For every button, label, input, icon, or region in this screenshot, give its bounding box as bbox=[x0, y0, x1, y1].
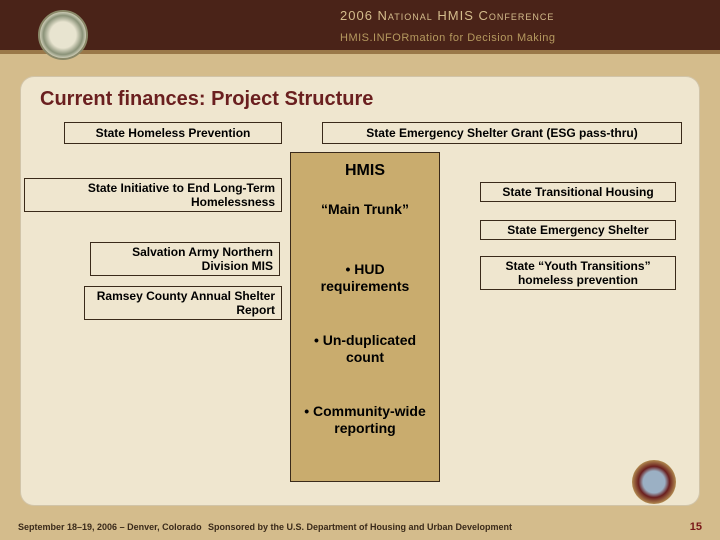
footer-bar: September 18–19, 2006 – Denver, Colorado… bbox=[0, 514, 720, 540]
right-box-emergency-shelter: State Emergency Shelter bbox=[480, 220, 676, 240]
right-box-esg: State Emergency Shelter Grant (ESG pass-… bbox=[322, 122, 682, 144]
trunk-heading: HMIS bbox=[291, 155, 439, 187]
trunk-main: “Main Trunk” bbox=[291, 195, 439, 225]
footer-sponsor: Sponsored by the U.S. Department of Hous… bbox=[208, 522, 512, 532]
right-box-transitional: State Transitional Housing bbox=[480, 182, 676, 202]
sponsor-badge-icon bbox=[632, 460, 676, 504]
conference-subtitle: HMIS.INFORmation for Decision Making bbox=[340, 32, 555, 44]
trunk-community: • Community-wide reporting bbox=[291, 397, 439, 444]
trunk-undup: • Un-duplicated count bbox=[291, 326, 439, 373]
conference-title: 2006 National HMIS Conference bbox=[340, 8, 554, 23]
right-box-youth-transitions: State “Youth Transitions” homeless preve… bbox=[480, 256, 676, 290]
hud-seal-icon bbox=[38, 10, 88, 60]
left-box-homeless-prevention: State Homeless Prevention bbox=[64, 122, 282, 144]
slide-panel: Current finances: Project Structure Stat… bbox=[20, 76, 700, 506]
footer-date-location: September 18–19, 2006 – Denver, Colorado bbox=[18, 522, 202, 532]
slide-title: Current finances: Project Structure bbox=[40, 88, 373, 111]
page-number: 15 bbox=[690, 521, 702, 533]
header-band: 2006 National HMIS Conference HMIS.INFOR… bbox=[0, 0, 720, 54]
left-box-end-long-term: State Initiative to End Long-Term Homele… bbox=[24, 178, 282, 212]
left-box-salvation-army: Salvation Army Northern Division MIS bbox=[90, 242, 280, 276]
main-trunk-column: HMIS “Main Trunk” • HUD requirements • U… bbox=[290, 152, 440, 482]
left-box-ramsey-county: Ramsey County Annual Shelter Report bbox=[84, 286, 282, 320]
trunk-hud: • HUD requirements bbox=[291, 255, 439, 302]
